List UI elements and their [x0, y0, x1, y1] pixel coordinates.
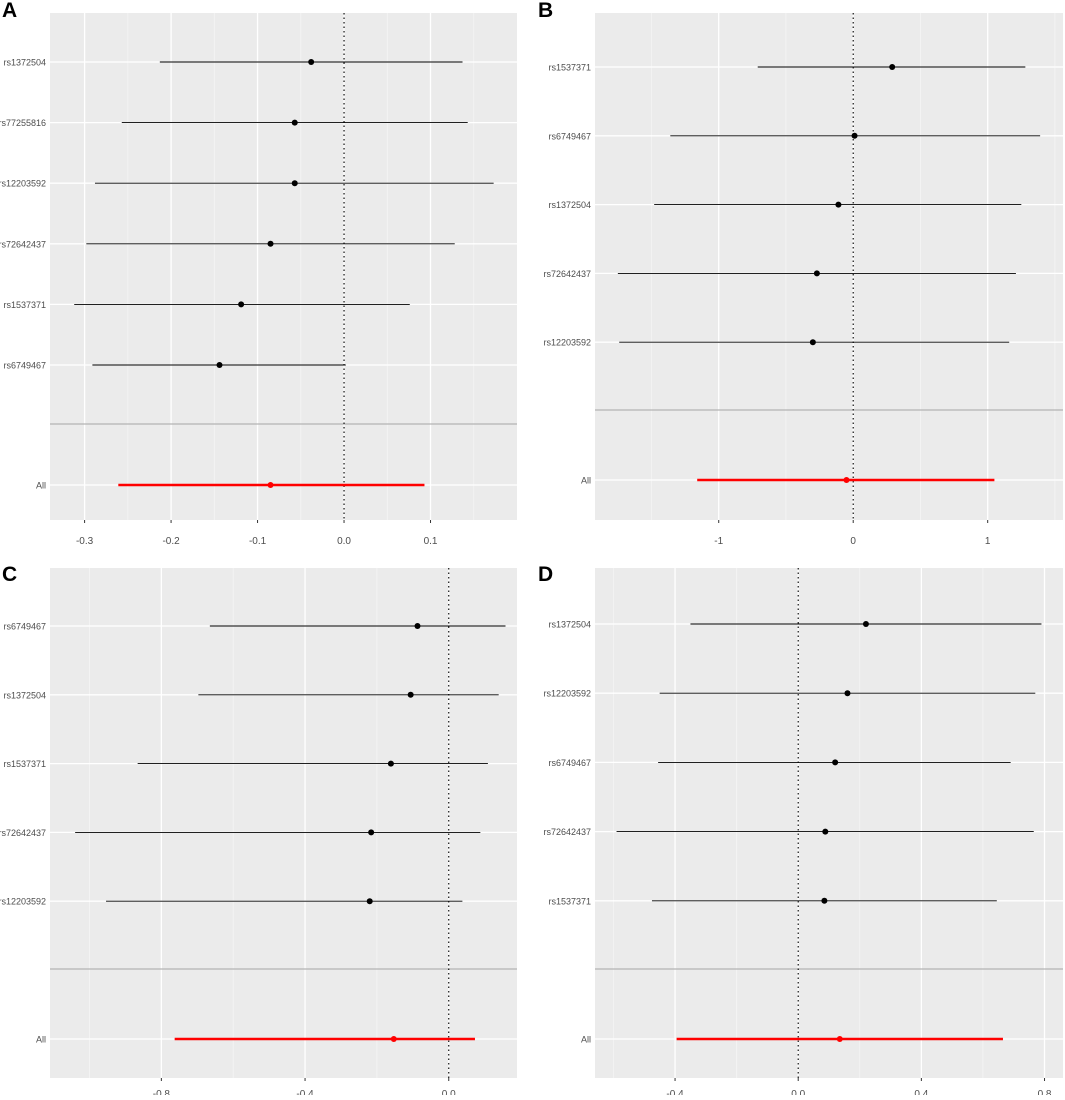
y-tick-label-rs1372504: rs1372504 [3, 58, 46, 68]
point-rs12203592 [809, 339, 816, 346]
y-tick-label-rs72642437: rs72642437 [0, 239, 46, 249]
point-rs1372504 [407, 691, 414, 698]
y-tick-label-rs77255816: rs77255816 [0, 118, 46, 128]
y-tick-label-rs12203592: rs12203592 [543, 338, 591, 348]
panel-letter-a: A [2, 0, 18, 22]
panel-letter-c: C [2, 563, 18, 586]
x-tick-label: -0.2 [162, 536, 180, 545]
y-tick-label-rs12203592: rs12203592 [0, 179, 46, 189]
y-tick-label-rs12203592: rs12203592 [0, 897, 46, 907]
point-overall [390, 1036, 397, 1042]
point-rs1372504 [835, 201, 842, 208]
x-tick-label: -0.4 [666, 1089, 684, 1095]
y-tick-label-all: All [36, 1035, 46, 1045]
point-rs6749467 [216, 362, 223, 368]
x-tick-label: 0.0 [791, 1089, 805, 1095]
forest-plot-panel-c: C rs6749467 rs1372504 rs1537371 rs72642437 r… [0, 555, 525, 1100]
y-tick-label-rs6749467: rs6749467 [3, 361, 46, 371]
plot-background [50, 13, 517, 520]
forest-plot-panel-d: D rs1372504 rs12203592 rs6749467 rs72642437… [535, 555, 1065, 1100]
point-rs1537371 [821, 897, 828, 904]
point-rs72642437 [813, 270, 820, 277]
y-tick-label-rs1372504: rs1372504 [548, 200, 591, 210]
point-rs1537371 [238, 301, 245, 308]
x-tick-label: 0 [850, 536, 856, 545]
point-rs6749467 [414, 623, 421, 629]
x-tick-label: -0.8 [153, 1089, 171, 1095]
x-tick-label: 0.1 [424, 536, 438, 545]
point-rs72642437 [267, 240, 274, 247]
x-tick-label: -1 [714, 536, 723, 545]
x-tick-label: 0.0 [337, 536, 351, 545]
y-tick-label-all: All [581, 476, 591, 486]
y-tick-label-rs1372504: rs1372504 [548, 620, 591, 630]
y-tick-label-all: All [581, 1035, 591, 1045]
point-rs72642437 [368, 829, 375, 836]
y-tick-label-rs72642437: rs72642437 [0, 828, 46, 838]
point-rs12203592 [366, 898, 373, 905]
y-tick-label-rs1537371: rs1537371 [548, 63, 591, 73]
forest-plot-a: rs1372504 rs77255816 rs12203592 rs72642437 r… [0, 13, 517, 547]
point-rs1372504 [862, 621, 869, 627]
y-tick-label-rs72642437: rs72642437 [543, 827, 591, 837]
x-tick-label: -0.4 [296, 1089, 314, 1095]
y-tick-label-rs6749467: rs6749467 [548, 758, 591, 768]
point-rs1372504 [308, 59, 315, 65]
point-overall [843, 477, 850, 483]
y-tick-label-rs72642437: rs72642437 [543, 269, 591, 279]
point-rs12203592 [844, 690, 851, 697]
point-overall [836, 1036, 843, 1042]
x-tick-label: 0.0 [442, 1089, 456, 1095]
forest-plot-panel-b: B rs1537371 rs6749467 rs1372504 rs72642437 r… [535, 0, 1065, 547]
panel-letter-b: B [538, 0, 554, 22]
point-rs12203592 [291, 180, 298, 187]
y-tick-label-rs6749467: rs6749467 [3, 622, 46, 632]
plot-background [50, 568, 517, 1078]
point-rs1537371 [387, 760, 394, 767]
y-tick-label-rs1372504: rs1372504 [3, 690, 46, 700]
point-rs6749467 [851, 132, 858, 139]
x-tick-label: 1 [985, 536, 991, 545]
y-tick-label-rs6749467: rs6749467 [548, 131, 591, 141]
forest-plot-d: rs1372504 rs12203592 rs6749467 rs72642437 rs… [543, 568, 1063, 1100]
point-overall [267, 482, 274, 488]
point-rs72642437 [822, 828, 829, 835]
point-rs1537371 [889, 64, 896, 70]
y-tick-label-rs12203592: rs12203592 [543, 689, 591, 699]
forest-plot-panel-a: A rs1372504 rs77255816 rs12203592 rs7264243… [0, 0, 525, 547]
forest-plot-b: rs1537371 rs6749467 rs1372504 rs72642437 rs1… [543, 13, 1063, 547]
panel-letter-d: D [538, 563, 554, 586]
y-tick-label-rs1537371: rs1537371 [548, 896, 591, 906]
x-tick-label: -0.1 [249, 536, 267, 545]
x-tick-label: -0.3 [76, 536, 94, 545]
x-tick-label: 0.4 [914, 1089, 928, 1095]
forest-plot-c: rs6749467 rs1372504 rs1537371 rs72642437 rs1… [0, 568, 517, 1100]
x-tick-label: 0.8 [1038, 1089, 1052, 1095]
plot-background [595, 568, 1063, 1078]
point-rs6749467 [832, 759, 839, 766]
point-rs77255816 [291, 119, 298, 126]
y-tick-label-rs1537371: rs1537371 [3, 759, 46, 769]
y-tick-label-rs1537371: rs1537371 [3, 300, 46, 310]
y-tick-label-all: All [36, 481, 46, 491]
plot-background [595, 13, 1063, 520]
